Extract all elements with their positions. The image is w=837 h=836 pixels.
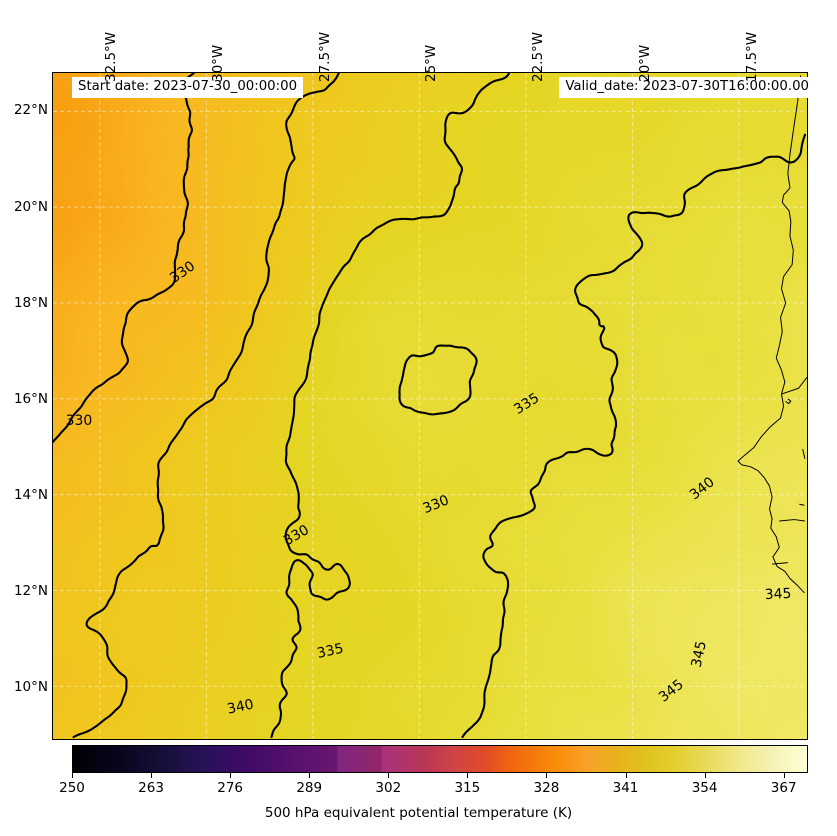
coastline-overlay — [737, 75, 807, 594]
contour-path-330 — [53, 73, 195, 443]
contour-path-345 — [461, 133, 807, 739]
cbar-tick-label-289: 289 — [296, 780, 323, 796]
coastline-segment-0 — [737, 75, 805, 594]
coastline-segment-6 — [799, 503, 805, 506]
start-date-banner: Start date: 2023-07-30_00:00:00 — [72, 77, 304, 99]
svg-text:345: 345 — [689, 640, 710, 669]
cbar-tick-label-276: 276 — [217, 780, 244, 796]
lon-tick-17.5°W: 17.5°W — [743, 31, 760, 82]
contour-path-335 — [72, 73, 340, 739]
svg-text:335: 335 — [511, 390, 542, 418]
cbar-tick-mark-315 — [467, 773, 469, 778]
lat-tick-20°N: 20°N — [13, 198, 48, 215]
cbar-tick-mark-367 — [783, 773, 785, 778]
lon-tick-22.5°W: 22.5°W — [530, 31, 547, 82]
svg-text:335: 335 — [316, 641, 345, 662]
svg-text:340: 340 — [226, 697, 255, 718]
cbar-tick-mark-354 — [704, 773, 706, 778]
coastline-segment-2 — [779, 519, 805, 522]
cbar-tick-label-354: 354 — [691, 780, 718, 796]
cbar-tick-label-367: 367 — [770, 780, 797, 796]
colorbar-title: 500 hPa equivalent potential temperature… — [264, 805, 573, 821]
coastline-segment-1 — [781, 376, 807, 395]
lat-tick-10°N: 10°N — [13, 679, 48, 696]
lat-tick-14°N: 14°N — [13, 486, 48, 503]
coastline-segment-5 — [802, 449, 806, 459]
cbar-tick-label-263: 263 — [138, 780, 164, 796]
cbar-tick-mark-289 — [309, 773, 311, 778]
cbar-tick-mark-250 — [72, 773, 73, 778]
cbar-tick-mark-341 — [625, 773, 627, 778]
cbar-tick-mark-263 — [151, 773, 153, 778]
cbar-tick-mark-328 — [546, 773, 548, 778]
lat-tick-22°N: 22°N — [13, 102, 48, 119]
valid-date-banner: Valid_date: 2023-07-30T16:00:00.00 — [559, 77, 815, 99]
lon-tick-20°W: 20°W — [636, 44, 653, 82]
contour-path-345 — [398, 344, 478, 416]
contour-lines: 3303303303303303303303303353353353353403… — [53, 73, 807, 739]
cbar-tick-label-315: 315 — [454, 780, 481, 796]
lon-tick-27.5°W: 27.5°W — [316, 31, 333, 82]
lon-tick-30°W: 30°W — [209, 44, 226, 82]
cbar-tick-mark-276 — [230, 773, 232, 778]
svg-text:330: 330 — [167, 258, 198, 286]
lat-tick-18°N: 18°N — [13, 294, 48, 311]
svg-text:345: 345 — [656, 677, 687, 706]
map-axes[interactable]: 330 330 330 330 330 330 330 330 335 335 335 335 340 3… — [52, 72, 808, 740]
cbar-tick-label-341: 341 — [612, 780, 639, 796]
gridlines — [53, 73, 807, 739]
lon-tick-25°W: 25°W — [423, 44, 440, 82]
cbar-tick-mark-302 — [388, 773, 390, 778]
svg-text:330: 330 — [66, 413, 93, 429]
svg-text:330: 330 — [421, 492, 452, 517]
colorbar[interactable] — [72, 745, 808, 773]
temperature-field-heatmap — [53, 73, 807, 739]
coastline-segment-4 — [785, 398, 792, 405]
contour-path-340 — [270, 73, 511, 739]
coastline-segment-3 — [772, 562, 788, 565]
svg-text:345: 345 — [764, 586, 791, 603]
svg-text:330: 330 — [281, 522, 312, 549]
cbar-tick-label-302: 302 — [375, 780, 402, 796]
svg-text:340: 340 — [687, 474, 718, 503]
lon-tick-32.5°W: 32.5°W — [102, 31, 119, 82]
colorbar-tick-labels: 250 263 276 289 302 315 328 341 354 367 — [0, 745, 837, 805]
cbar-tick-label-250: 250 — [59, 780, 85, 796]
lat-tick-16°N: 16°N — [13, 390, 48, 407]
cbar-tick-label-328: 328 — [533, 780, 560, 796]
lat-tick-12°N: 12°N — [13, 583, 48, 600]
